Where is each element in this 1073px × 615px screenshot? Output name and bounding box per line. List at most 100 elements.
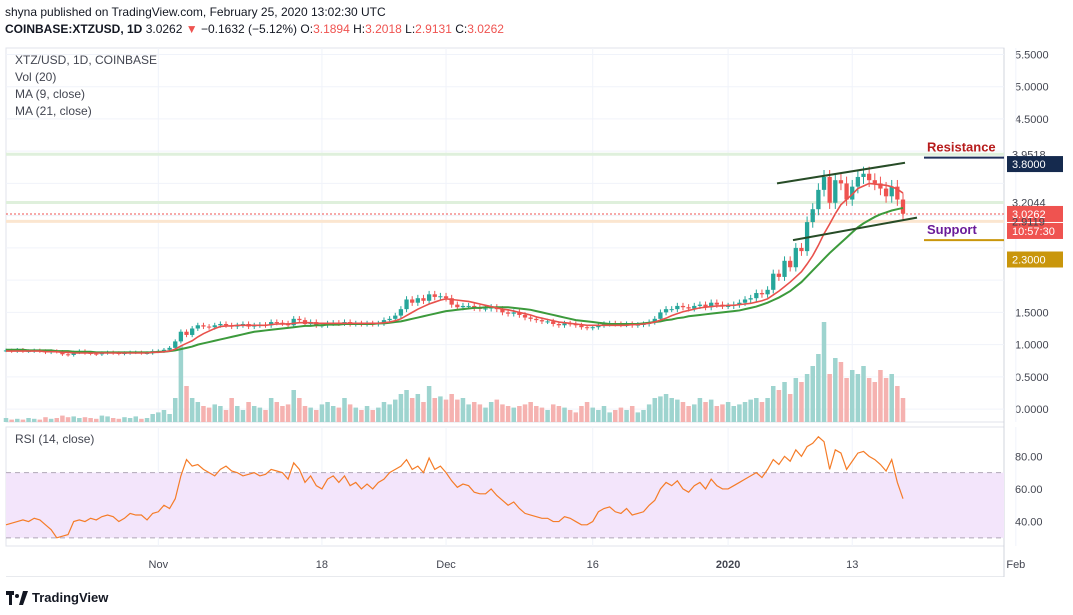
- candle-body: [754, 293, 759, 299]
- volume-bar: [201, 406, 206, 422]
- candle-body: [883, 188, 889, 197]
- volume-bar: [624, 410, 629, 422]
- rsi-tick-label: 40.00: [1015, 517, 1043, 529]
- volume-bar: [641, 410, 646, 422]
- volume-bar: [528, 402, 533, 422]
- volume-bar: [251, 406, 257, 422]
- candle-body: [212, 325, 217, 328]
- candle-body: [850, 186, 855, 200]
- volume-bar: [573, 412, 579, 422]
- candle-body: [534, 318, 539, 321]
- candle-body: [528, 317, 533, 319]
- volume-bar: [285, 404, 291, 422]
- volume-bar: [178, 346, 184, 422]
- volume-bar: [257, 407, 263, 422]
- volume-bar: [280, 406, 285, 422]
- volume-bar: [370, 410, 375, 422]
- volume-bar: [65, 417, 71, 422]
- candle-body: [426, 294, 432, 301]
- price-badge-label: 2.3000: [1012, 255, 1046, 267]
- candle-body: [686, 307, 691, 309]
- candle-body: [218, 323, 223, 326]
- candle-body: [201, 325, 206, 327]
- candle-body: [771, 273, 776, 290]
- candle-body: [415, 298, 420, 303]
- volume-bar: [139, 418, 144, 422]
- volume-bar: [494, 399, 500, 422]
- candle-body: [748, 298, 753, 300]
- volume-bar: [161, 410, 167, 422]
- volume-bar: [471, 402, 477, 422]
- volume-bar: [534, 406, 539, 422]
- price-badge-bg: [1007, 156, 1063, 173]
- candle-body: [466, 305, 471, 307]
- last-price: 3.0262: [145, 22, 183, 36]
- candle-body: [438, 296, 443, 298]
- legend-ma9: MA (9, close): [15, 87, 86, 101]
- volume-bar: [844, 378, 849, 422]
- candle-body: [714, 302, 719, 305]
- close-value: 3.0262: [467, 22, 504, 36]
- candle-body: [184, 331, 189, 335]
- candle-body: [297, 318, 302, 321]
- volume-bar: [43, 417, 48, 422]
- volume-bar: [274, 402, 280, 422]
- price-tick-label: 5.5000: [1015, 49, 1049, 61]
- volume-bar: [607, 412, 612, 422]
- volume-bar: [15, 418, 20, 422]
- candle-body: [291, 318, 296, 326]
- upper-trendline: [776, 161, 906, 185]
- volume-bar: [765, 398, 770, 422]
- price-chart-svg[interactable]: 0.0000 0.5000 1.0000 1.5000 4.5000 5.0000 5.50…: [0, 40, 1073, 578]
- candle-body: [861, 173, 866, 177]
- candle-body: [161, 349, 167, 352]
- volume-bar: [708, 399, 714, 422]
- time-tick-label: 18: [316, 559, 328, 571]
- volume-bar: [804, 374, 810, 422]
- volume-bar: [635, 412, 641, 422]
- volume-bar: [827, 374, 832, 422]
- volume-bar: [263, 410, 268, 422]
- candle-body: [821, 176, 827, 190]
- candle-body: [274, 322, 279, 324]
- price-badge-label: 3.8000: [1012, 159, 1046, 171]
- candle-body: [398, 309, 404, 316]
- volume-bar: [714, 406, 720, 422]
- chart-area[interactable]: 0.0000 0.5000 1.0000 1.5000 4.5000 5.0000 5.50…: [0, 40, 1073, 578]
- candle-body: [381, 320, 387, 324]
- volume-bar: [325, 402, 330, 422]
- volume-bar: [883, 378, 889, 422]
- volume-bar: [782, 382, 787, 422]
- candle-body: [867, 173, 872, 181]
- rsi-tick-label: 80.00: [1015, 451, 1043, 463]
- candle-body: [551, 321, 556, 324]
- candle-body: [545, 321, 550, 323]
- volume-bar: [116, 418, 122, 422]
- candle-body: [663, 309, 669, 313]
- candle-body: [742, 299, 748, 303]
- volume-bar: [810, 366, 815, 422]
- volume-bar: [872, 382, 878, 422]
- candle-body: [94, 353, 99, 355]
- volume-bar: [742, 402, 748, 422]
- volume-bar: [393, 399, 398, 422]
- volume-bar: [618, 407, 624, 422]
- volume-bar: [359, 410, 364, 422]
- open-label: O:: [300, 22, 314, 36]
- open-value: 3.1894: [313, 22, 350, 36]
- rsi-tick-label: 60.00: [1015, 484, 1043, 496]
- candle-body: [793, 247, 798, 268]
- candle-body: [782, 260, 787, 277]
- volume-bar: [889, 374, 894, 422]
- candle-body: [889, 186, 894, 197]
- candle-body: [827, 176, 832, 203]
- time-tick-label: Feb: [1006, 559, 1025, 571]
- volume-bar: [878, 370, 883, 422]
- candle-body: [517, 312, 522, 315]
- candle-body: [692, 305, 697, 309]
- symbol-label: COINBASE:XTZUSD, 1D: [5, 22, 143, 36]
- candle-body: [539, 320, 545, 322]
- volume-bar: [421, 402, 426, 422]
- change-value: −0.1632 (−5.12%): [200, 22, 298, 36]
- volume-bar: [455, 399, 460, 422]
